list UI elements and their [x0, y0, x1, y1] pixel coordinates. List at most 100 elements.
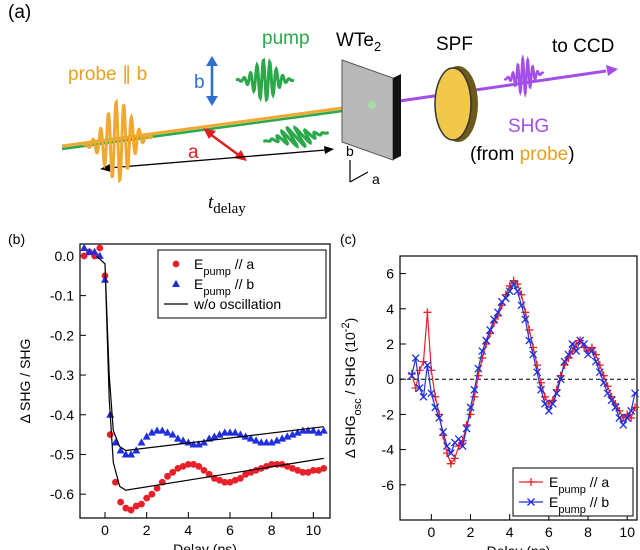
data-point — [599, 378, 608, 387]
delay-label: tdelay — [208, 192, 246, 217]
x-axis-label: Delay (ps) — [173, 541, 237, 550]
data-point — [533, 361, 542, 370]
y-label-part: Δ SHG — [342, 415, 358, 458]
legend-marker — [527, 498, 535, 506]
data-point — [595, 368, 604, 377]
axis-a-label: a — [372, 171, 380, 187]
data-point — [127, 506, 135, 514]
y-label-part: / SHG (10 — [342, 332, 358, 398]
arrow-head — [206, 56, 218, 66]
legend-box — [157, 249, 327, 319]
data-point — [450, 454, 459, 463]
data-point — [267, 438, 276, 446]
data-point — [262, 438, 271, 446]
data-point — [184, 460, 192, 468]
data-point — [278, 460, 286, 468]
legend-text: E — [549, 494, 558, 510]
panel-label: (a) — [8, 2, 31, 23]
data-point — [540, 399, 549, 408]
data-point — [615, 413, 624, 422]
sample-label: WTe2 — [336, 30, 381, 54]
data-point — [474, 364, 483, 373]
data-point — [288, 430, 297, 438]
data-point — [525, 336, 534, 345]
data-point — [237, 474, 244, 482]
data-point — [194, 440, 203, 448]
data-point — [607, 396, 616, 405]
data-point — [525, 325, 534, 334]
data-point — [462, 424, 471, 433]
data-point — [470, 385, 479, 394]
data-point — [509, 280, 518, 289]
y-tick-label: -0.1 — [50, 288, 74, 304]
data-point — [122, 504, 130, 512]
data-point — [96, 244, 104, 252]
y-tick-label: 0.0 — [55, 248, 75, 264]
data-point — [423, 308, 432, 317]
data-point — [466, 410, 475, 419]
data-point — [611, 403, 620, 412]
data-point — [179, 462, 187, 470]
data-point — [411, 354, 420, 363]
data-point — [564, 350, 573, 359]
y-tick-label: -0.2 — [50, 327, 74, 343]
data-point — [226, 478, 234, 486]
data-point — [216, 476, 223, 484]
data-point — [112, 478, 119, 486]
setup-diagram: (a) pump probe ∥ b b a WTe2 SPF to CCD S… — [8, 2, 618, 217]
data-point — [189, 440, 198, 448]
legend-marker — [172, 279, 180, 287]
x-tick-label: 2 — [467, 524, 475, 540]
panel-label: (b) — [8, 231, 25, 247]
data-point — [199, 438, 208, 446]
data-point — [304, 468, 312, 476]
data-point — [304, 426, 313, 434]
data-point — [521, 308, 530, 317]
data-point — [446, 449, 455, 458]
data-point — [419, 357, 428, 366]
legend-label: Epump // b — [549, 494, 609, 516]
x-tick-label: 6 — [545, 524, 553, 540]
data-point — [431, 403, 440, 412]
arrow-head — [234, 150, 247, 161]
arrow-head — [203, 128, 216, 139]
y-tick-label: -0.4 — [50, 407, 74, 423]
y-axis-label: Δ SHGosc / SHG (10-2) — [340, 318, 364, 459]
data-point — [627, 406, 636, 415]
legend-label: w/o oscillation — [193, 296, 281, 312]
data-point — [195, 462, 203, 470]
x-tick-label: 0 — [101, 522, 109, 538]
x-tick-label: 8 — [268, 522, 276, 538]
data-point — [544, 399, 553, 408]
data-point — [513, 280, 522, 289]
data-point — [320, 464, 328, 472]
filter-label: SPF — [436, 34, 473, 55]
y-tick-label: -0.3 — [50, 367, 74, 383]
data-point — [505, 287, 514, 296]
data-point — [299, 468, 307, 476]
data-point — [603, 389, 612, 398]
data-point — [127, 450, 136, 458]
data-point — [427, 389, 436, 398]
data-point — [439, 428, 448, 436]
data-point — [137, 438, 146, 446]
data-point — [309, 426, 318, 434]
data-point — [587, 347, 596, 355]
data-point — [90, 247, 99, 255]
data-point — [423, 361, 432, 370]
data-point — [231, 428, 240, 436]
data-point — [521, 315, 530, 324]
data-point — [293, 428, 302, 436]
data-point — [153, 484, 161, 492]
data-point — [627, 413, 636, 422]
data-point — [179, 436, 188, 444]
data-point — [132, 502, 140, 510]
legend-text: // a — [586, 474, 610, 490]
data-point — [419, 392, 428, 401]
x-tick-label: 4 — [506, 524, 514, 540]
panel-label: (c) — [340, 231, 356, 247]
data-point — [314, 428, 323, 436]
data-point — [142, 432, 151, 440]
delay-arrow — [107, 149, 327, 169]
legend-text: E — [549, 474, 558, 490]
